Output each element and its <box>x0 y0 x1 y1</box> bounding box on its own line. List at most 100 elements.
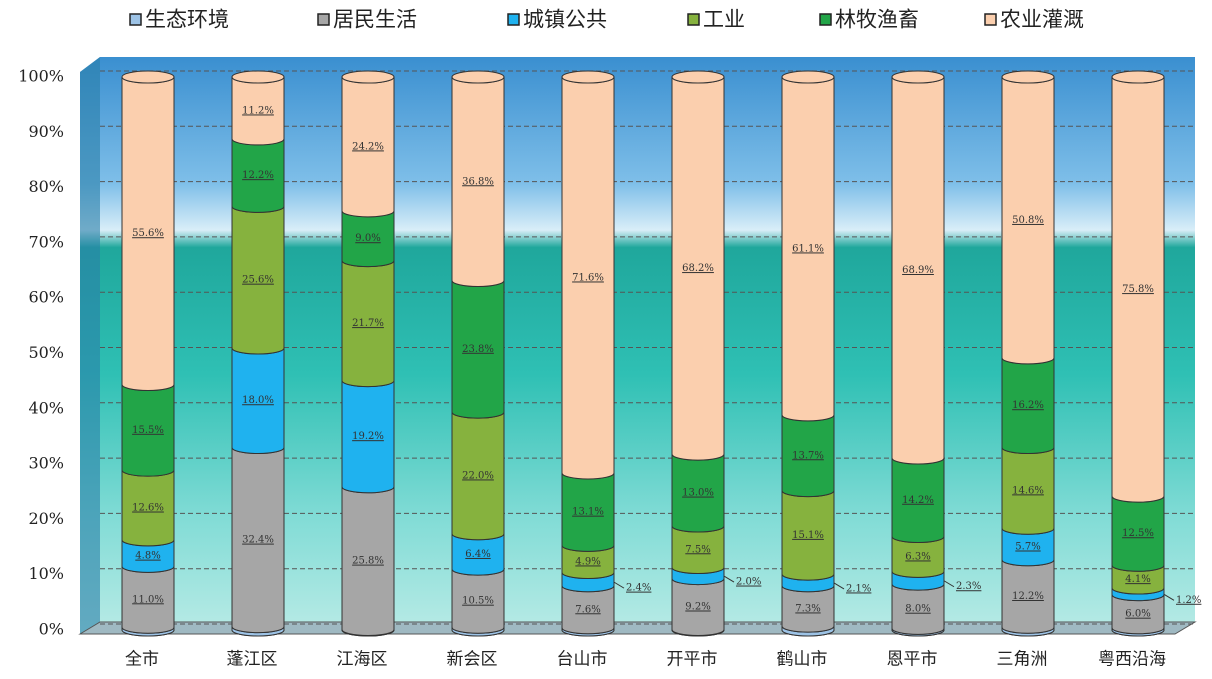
side-wall <box>80 57 100 634</box>
legend-swatch <box>129 13 142 26</box>
data-label: 10.5% <box>462 596 494 607</box>
data-label: 21.7% <box>352 318 384 329</box>
data-label: 13.7% <box>792 450 824 461</box>
data-label: 12.2% <box>242 170 274 181</box>
data-label: 13.0% <box>682 488 714 499</box>
legend-label: 工业 <box>703 8 745 32</box>
leader-line <box>943 580 955 588</box>
legend-label: 生态环境 <box>145 8 229 32</box>
cylinder-cap <box>561 70 615 84</box>
y-tick-label: 0% <box>39 620 64 639</box>
y-tick-label: 20% <box>28 509 64 528</box>
legend-swatch <box>317 13 330 26</box>
y-tick-label: 50% <box>28 343 64 362</box>
data-label: 15.1% <box>792 530 824 541</box>
legend-label: 居民生活 <box>333 8 417 32</box>
data-label: 6.3% <box>905 551 930 562</box>
data-label: 7.6% <box>575 604 600 615</box>
cylinder-cap <box>121 70 175 84</box>
legend-swatch <box>984 13 997 26</box>
cylinder-cap <box>671 70 725 84</box>
cylinder-cap <box>341 70 395 84</box>
data-label: 68.9% <box>902 265 934 276</box>
data-label: 15.5% <box>132 425 164 436</box>
data-label: 11.2% <box>242 105 274 116</box>
cylinder-cap <box>891 70 945 84</box>
x-tick-label: 全市 <box>125 650 159 670</box>
data-label: 7.5% <box>685 544 710 555</box>
y-tick-label: 90% <box>28 122 64 141</box>
data-label: 71.6% <box>572 272 604 283</box>
data-label: 75.8% <box>1122 284 1154 295</box>
data-label: 14.6% <box>1012 485 1044 496</box>
data-label: 12.6% <box>132 503 164 514</box>
data-label: 2.3% <box>956 581 981 592</box>
data-label: 50.8% <box>1012 215 1044 226</box>
legend-label: 林牧渔畜 <box>835 8 919 32</box>
data-label: 2.1% <box>846 583 871 594</box>
data-label: 12.5% <box>1122 528 1154 539</box>
x-tick-label: 开平市 <box>667 650 718 670</box>
data-label: 16.2% <box>1012 400 1044 411</box>
legend-swatch <box>819 13 832 26</box>
data-label: 55.6% <box>132 228 164 239</box>
cylinder-cap <box>231 70 285 84</box>
data-label: 11.0% <box>132 594 164 605</box>
legend-label: 农业灌溉 <box>1000 8 1084 32</box>
data-label: 24.2% <box>352 141 384 152</box>
legend-label: 城镇公共 <box>523 8 607 32</box>
leader-line <box>833 582 845 590</box>
data-label: 12.2% <box>1012 591 1044 602</box>
y-tick-label: 30% <box>28 454 64 473</box>
data-label: 4.1% <box>1125 574 1150 585</box>
data-label: 6.4% <box>465 549 490 560</box>
y-tick-label: 40% <box>28 398 64 417</box>
data-label: 4.8% <box>135 551 160 562</box>
data-label: 32.4% <box>242 535 274 546</box>
data-label: 36.8% <box>462 176 494 187</box>
cylinder-cap <box>1001 70 1055 84</box>
x-tick-label: 鹤山市 <box>777 650 828 670</box>
data-label: 18.0% <box>242 395 274 406</box>
data-label: 5.7% <box>1015 542 1040 553</box>
x-tick-label: 新会区 <box>447 650 498 670</box>
data-label: 25.8% <box>352 556 384 567</box>
data-label: 13.1% <box>572 507 604 518</box>
data-label: 6.0% <box>1125 609 1150 620</box>
data-label: 61.1% <box>792 243 824 254</box>
data-label: 7.3% <box>795 603 820 614</box>
leader-line <box>613 581 625 589</box>
y-tick-label: 100% <box>18 67 64 86</box>
data-label: 8.0% <box>905 604 930 615</box>
data-label: 25.6% <box>242 275 274 286</box>
data-label: 22.0% <box>462 470 494 481</box>
x-tick-label: 蓬江区 <box>227 650 278 670</box>
data-label: 2.4% <box>626 583 651 594</box>
x-tick-label: 粤西沿海 <box>1098 650 1166 670</box>
data-label: 2.0% <box>736 577 761 588</box>
data-label: 1.2% <box>1176 595 1201 606</box>
x-tick-label: 三角洲 <box>997 650 1048 670</box>
y-tick-label: 80% <box>28 177 64 196</box>
y-tick-label: 10% <box>28 564 64 583</box>
legend-swatch <box>507 13 520 26</box>
x-tick-label: 江海区 <box>337 650 388 670</box>
data-label: 14.2% <box>902 495 934 506</box>
data-label: 23.8% <box>462 344 494 355</box>
cylinder-cap <box>1111 70 1165 84</box>
data-label: 9.0% <box>355 233 380 244</box>
data-label: 4.9% <box>575 556 600 567</box>
legend-swatch <box>687 13 700 26</box>
leader-line <box>723 575 735 583</box>
data-label: 68.2% <box>682 263 714 274</box>
x-tick-label: 恩平市 <box>887 650 938 670</box>
cylinder-cap <box>781 70 835 84</box>
leader-line <box>1163 593 1175 601</box>
data-label: 19.2% <box>352 431 384 442</box>
y-tick-label: 70% <box>28 232 64 251</box>
data-label: 9.2% <box>685 602 710 613</box>
x-tick-label: 台山市 <box>557 650 608 670</box>
cylinder-cap <box>451 70 505 84</box>
y-tick-label: 60% <box>28 288 64 307</box>
